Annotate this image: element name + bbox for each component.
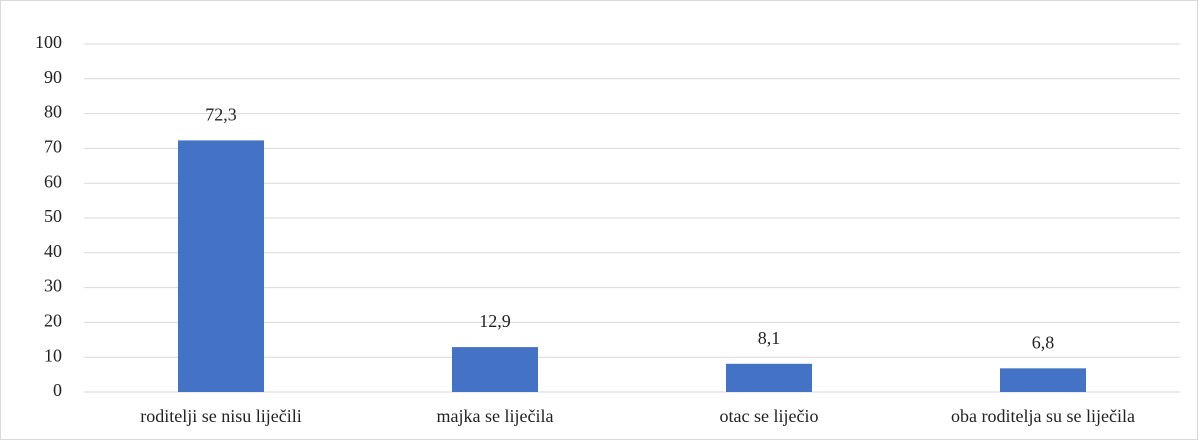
y-tick-label: 40 bbox=[44, 241, 62, 261]
x-tick-label: otac se liječio bbox=[720, 406, 819, 426]
y-tick-label: 20 bbox=[44, 311, 62, 331]
y-tick-label: 30 bbox=[44, 276, 62, 296]
value-label: 8,1 bbox=[758, 328, 781, 348]
bar bbox=[178, 140, 264, 392]
y-tick-label: 80 bbox=[44, 102, 62, 122]
x-tick-label: oba roditelja su se liječila bbox=[951, 406, 1135, 426]
y-tick-label: 90 bbox=[44, 67, 62, 87]
value-label: 6,8 bbox=[1032, 332, 1055, 352]
x-tick-label: roditelji se nisu liječili bbox=[140, 406, 301, 426]
value-label: 72,3 bbox=[205, 105, 237, 125]
y-tick-label: 10 bbox=[44, 345, 62, 365]
value-label: 12,9 bbox=[479, 311, 511, 331]
y-tick-label: 100 bbox=[35, 32, 62, 52]
y-tick-label: 70 bbox=[44, 137, 62, 157]
y-tick-label: 50 bbox=[44, 206, 62, 226]
bar bbox=[452, 347, 538, 392]
bar bbox=[1000, 368, 1086, 392]
y-tick-label: 0 bbox=[53, 380, 62, 400]
x-tick-label: majka se liječila bbox=[437, 406, 554, 426]
bar bbox=[726, 363, 812, 392]
y-tick-label: 60 bbox=[44, 171, 62, 191]
